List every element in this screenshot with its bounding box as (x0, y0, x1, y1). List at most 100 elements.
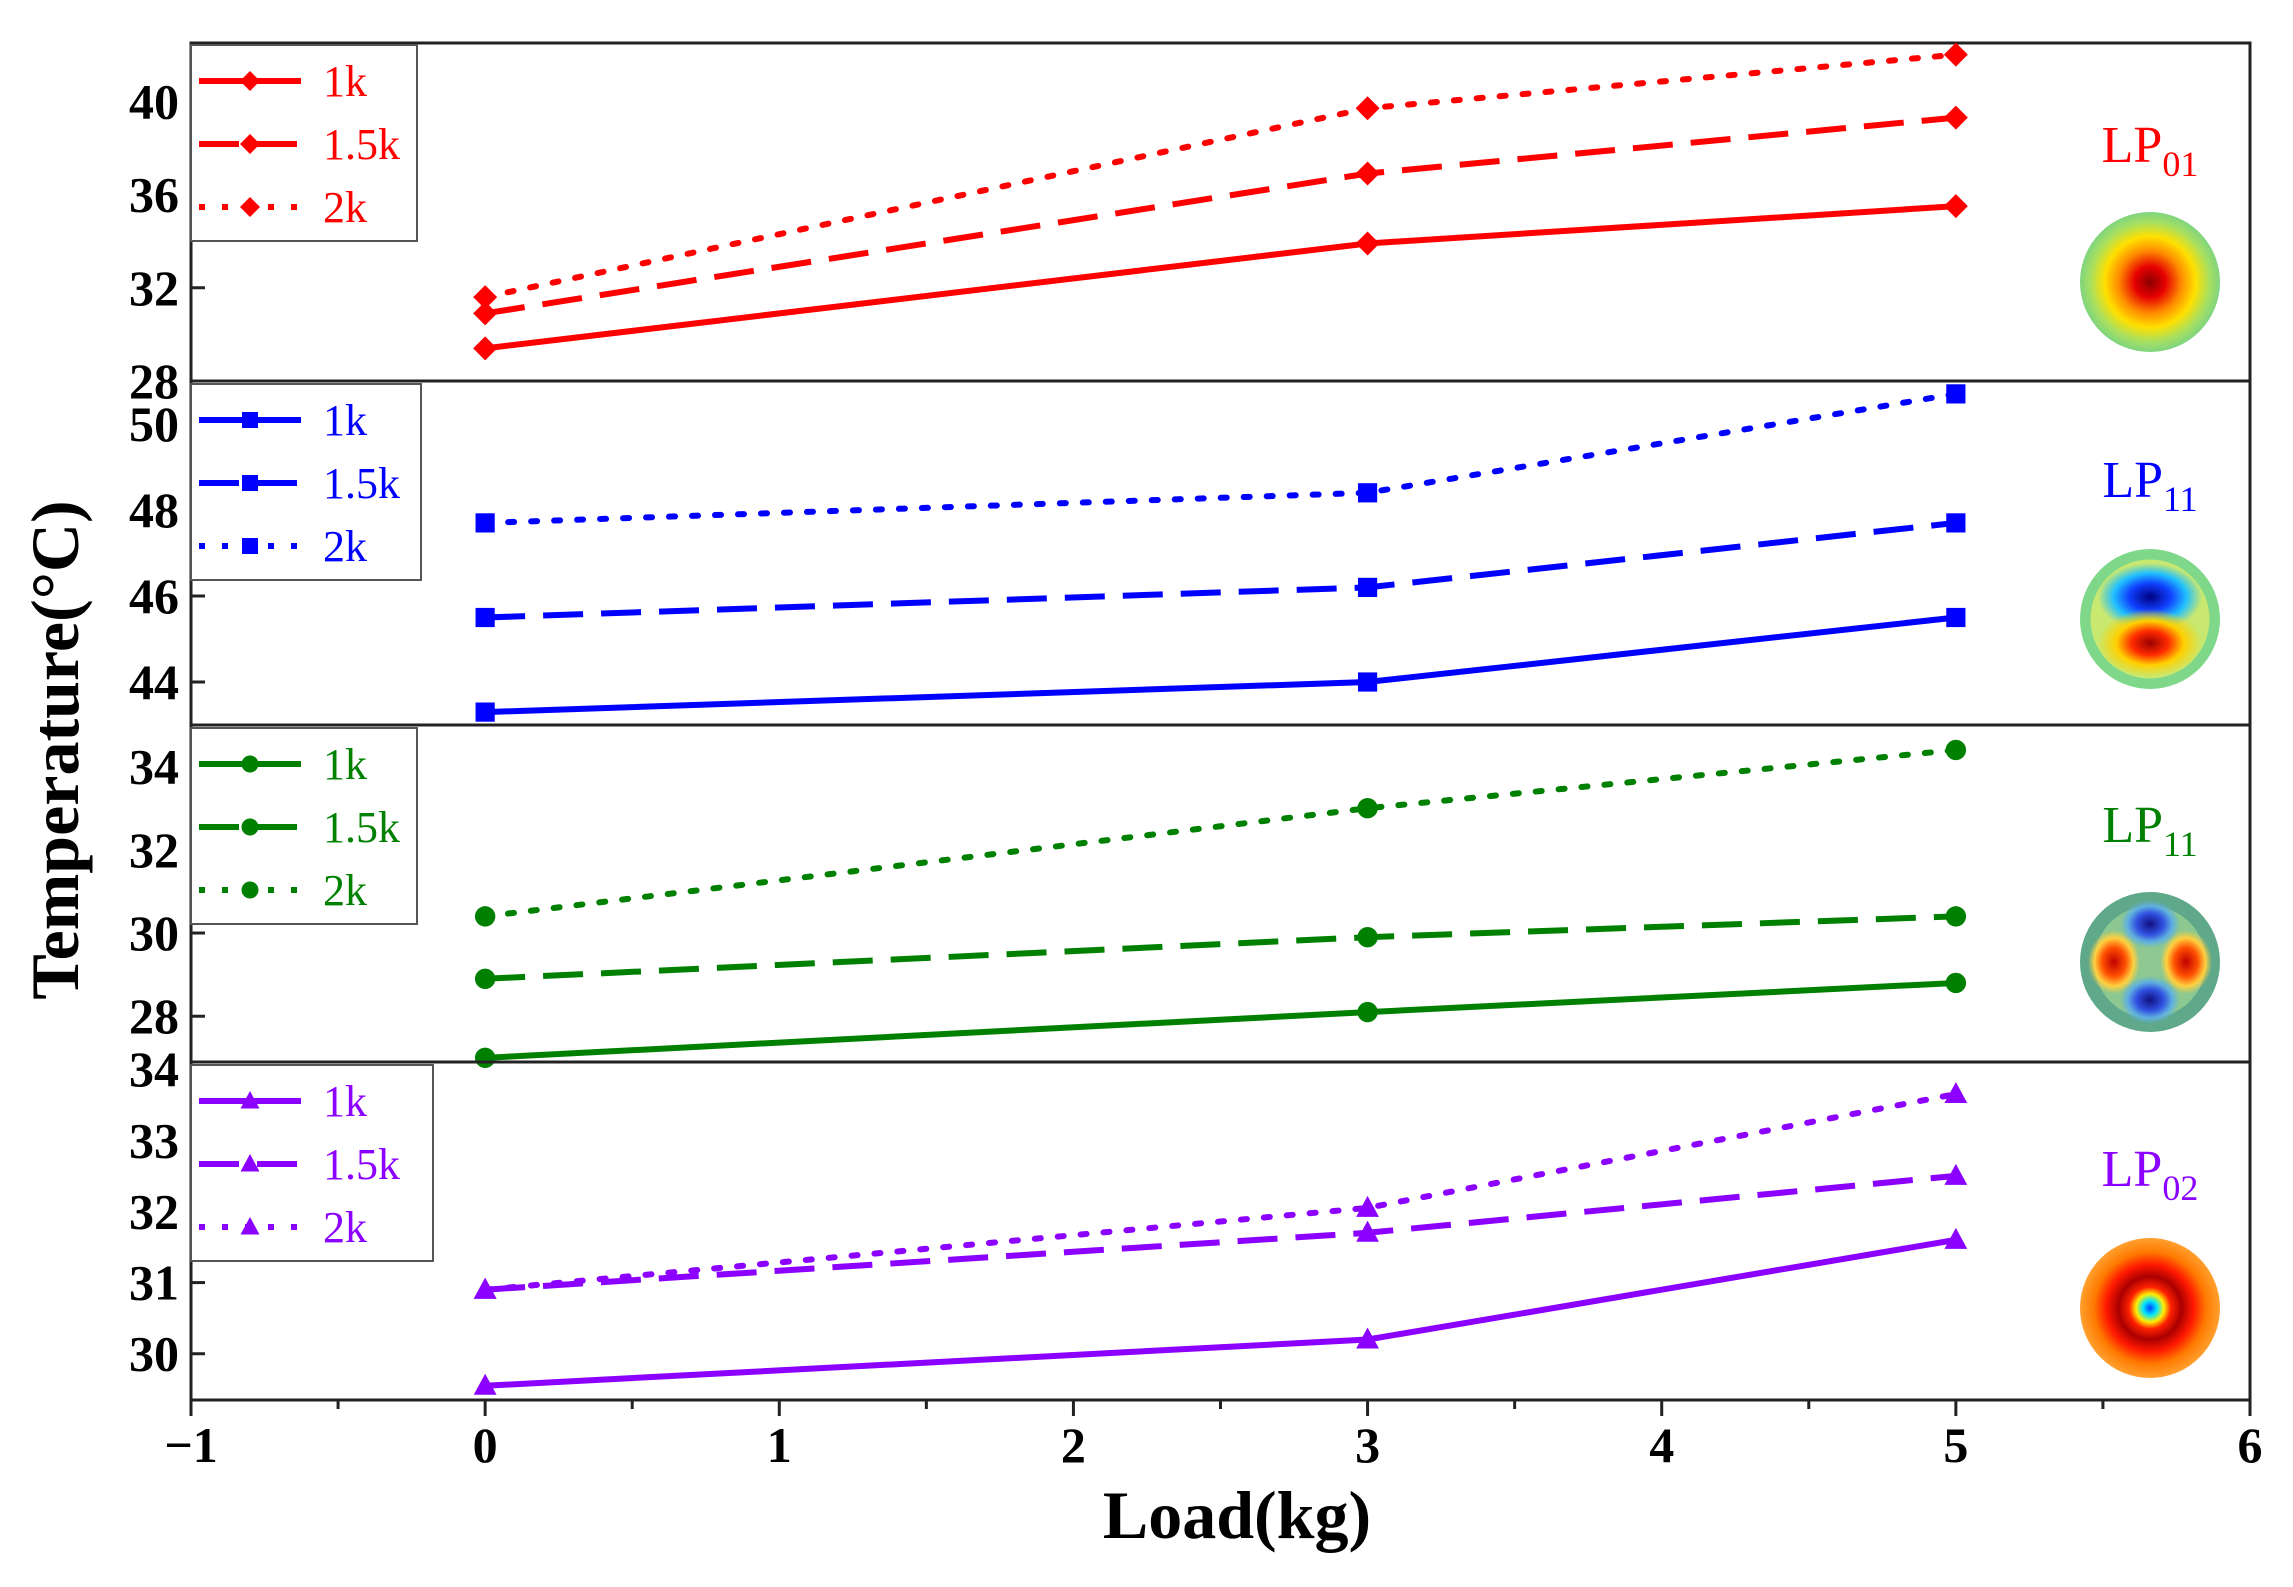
y-tick-label: 40 (129, 73, 179, 129)
data-point-1.5k (1945, 906, 1967, 927)
x-tick-label: 6 (2238, 1417, 2263, 1473)
legend: 1k 1.5k 2k (190, 44, 418, 242)
legend: 1k 1.5k 2k (190, 1064, 434, 1262)
legend-marker (242, 538, 258, 554)
data-point-1k (475, 702, 495, 722)
x-axis-title: Load(kg) (1103, 1477, 1371, 1553)
data-point-1k (1945, 972, 1967, 994)
LP01-icon (2080, 212, 2220, 352)
panel-frame (189, 41, 2252, 383)
data-point-2k (1357, 483, 1378, 503)
data-point-1.5k (1943, 105, 1968, 130)
series-line-1k (484, 203, 1957, 352)
x-tick-label: 5 (1943, 1417, 1968, 1473)
data-point-1k (1356, 1327, 1379, 1349)
panel-frame (189, 723, 2252, 1064)
legend-marker (241, 755, 259, 773)
series-line-1k (484, 979, 1957, 1061)
y-axis-title: Temperature(°C) (17, 500, 93, 999)
x-tick-label: 3 (1355, 1417, 1380, 1473)
data-point-1k (1357, 672, 1378, 692)
series-line-2k (482, 746, 1959, 920)
series-line-1k (484, 1236, 1957, 1389)
panel-1: 28 32 36 40 1k 1.5k 2k LP01 (129, 41, 2252, 409)
legend-label: 2k (323, 522, 367, 571)
legend-label: 2k (323, 866, 367, 915)
mode-label: LP11 (2102, 797, 2197, 864)
legend-marker (240, 1217, 260, 1235)
data-point-1.5k (1946, 513, 1966, 533)
y-tick-label: 28 (129, 353, 179, 409)
data-point-2k (1945, 739, 1967, 761)
data-point-1k (1357, 1001, 1378, 1023)
data-point-2k (1356, 1195, 1379, 1217)
mode-label: LP02 (2102, 1141, 2199, 1208)
LP11-lobes-icon (2080, 892, 2220, 1032)
data-point-1.5k (1355, 161, 1380, 186)
data-point-1k (474, 1047, 496, 1069)
data-point-2k (473, 285, 498, 310)
data-point-2k (1355, 96, 1380, 121)
data-point-2k (1357, 798, 1378, 819)
legend-label: 1k (323, 1077, 367, 1126)
data-point-2k (1944, 1082, 1968, 1104)
data-point-1k (1355, 231, 1380, 256)
data-point-1k (473, 336, 498, 361)
data-point-2k (1946, 384, 1966, 404)
series-line-1.5k (485, 519, 1957, 621)
LP02-icon (2080, 1238, 2220, 1378)
panel-4: 30 31 32 33 34 1k 1.5k 2k LP02 (129, 1041, 2252, 1402)
y-tick-label: 34 (129, 739, 179, 795)
data-point-1.5k (475, 607, 495, 628)
y-tick-label: 36 (129, 167, 179, 223)
x-tick-label: 4 (1649, 1417, 1674, 1473)
y-tick-label: 32 (129, 822, 179, 878)
data-point-2k (1943, 42, 1968, 67)
data-point-1.5k (1357, 577, 1378, 597)
legend-label: 1k (323, 740, 367, 789)
y-tick-label: 32 (129, 1183, 179, 1239)
mode-label: LP11 (2102, 452, 2197, 519)
data-point-1.5k (1944, 1163, 1968, 1185)
mode-label: LP01 (2102, 117, 2199, 184)
legend: 1k 1.5k 2k (190, 383, 422, 581)
y-tick-label: 30 (129, 905, 179, 961)
y-tick-label: 48 (129, 482, 179, 538)
data-point-1.5k (474, 968, 496, 989)
legend-marker (240, 197, 260, 217)
legend-marker (242, 412, 258, 428)
series-line-2k (482, 1091, 1959, 1293)
y-tick-label: 31 (129, 1255, 179, 1311)
series-line-1.5k (484, 114, 1957, 317)
legend-marker (240, 1091, 260, 1109)
legend: 1k 1.5k 2k (190, 727, 418, 925)
legend-label: 1.5k (323, 459, 400, 508)
panel-3: 28 30 32 34 1k 1.5k 2k LP11 (129, 723, 2252, 1069)
x-tick-label: 1 (767, 1417, 792, 1473)
y-tick-label: 44 (129, 654, 179, 710)
legend-label: 1.5k (323, 120, 400, 169)
data-point-2k (473, 1277, 497, 1299)
series-line-1k (485, 614, 1957, 716)
data-point-1k (1944, 1227, 1968, 1249)
y-tick-label: 50 (129, 396, 179, 452)
legend-label: 1k (323, 396, 367, 445)
x-tick-label: −1 (164, 1417, 218, 1473)
legend-label: 2k (323, 1203, 367, 1252)
y-tick-label: 33 (129, 1112, 179, 1168)
data-point-1k (1946, 607, 1966, 628)
y-tick-label: 28 (129, 988, 179, 1044)
series-line-1.5k (484, 1172, 1957, 1293)
legend-label: 1.5k (323, 803, 400, 852)
legend-marker (242, 475, 258, 491)
data-point-1k (473, 1373, 497, 1395)
legend-label: 1.5k (323, 1140, 400, 1189)
data-point-2k (474, 906, 496, 927)
data-point-1.5k (1356, 1220, 1379, 1242)
series-line-1.5k (485, 913, 1956, 982)
y-tick-label: 30 (129, 1326, 179, 1382)
legend-marker (240, 71, 260, 91)
x-tick-label: 2 (1061, 1417, 1086, 1473)
legend-marker (241, 881, 259, 899)
